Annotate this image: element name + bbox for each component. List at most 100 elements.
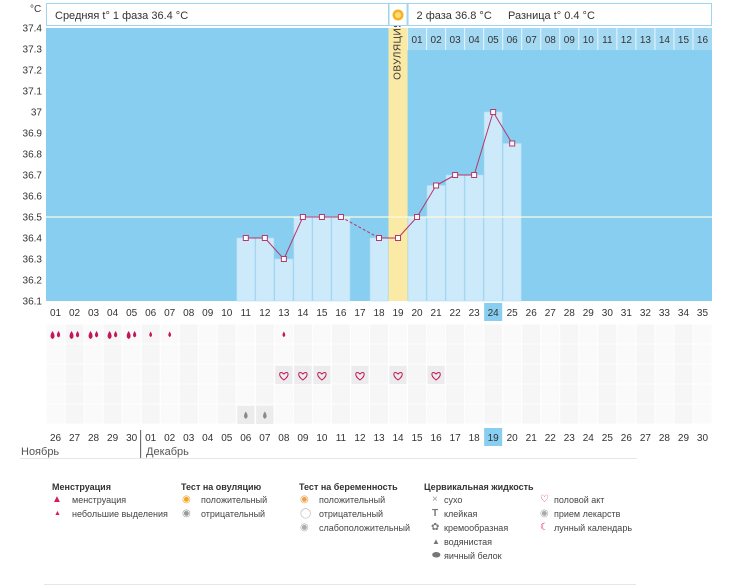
temperature-point: [261, 235, 268, 241]
symptom-cell: [560, 364, 579, 384]
symptom-cell: [389, 344, 408, 364]
sun-icon-core: [395, 12, 402, 18]
temperature-line: [435, 174, 456, 186]
date-label: 20: [507, 433, 519, 444]
cycle-day-label: 34: [678, 308, 690, 319]
symptom-cell: [331, 324, 350, 344]
symptom-cell: [465, 364, 484, 384]
symptom-cell: [293, 344, 312, 364]
luteal-day-label: 03: [450, 35, 462, 46]
symptom-cell: [65, 324, 84, 344]
date-label: 17: [450, 433, 462, 444]
luteal-day-label: 07: [526, 35, 538, 46]
y-tick-label: 36.6: [23, 192, 43, 203]
symptom-cell: [350, 324, 369, 344]
legend-medication: прием лекарств: [554, 509, 621, 519]
symptom-cell: [160, 344, 179, 364]
date-label: 28: [659, 433, 671, 444]
symptom-cell: [198, 404, 217, 424]
symptom-cell: [655, 324, 674, 344]
symptom-cell: [636, 344, 655, 364]
symptom-cell: [84, 344, 103, 364]
y-tick-label: 37: [31, 108, 43, 119]
cycle-day-label: 22: [450, 308, 462, 319]
cycle-day-label: 29: [583, 308, 595, 319]
cycle-day-label: 25: [507, 308, 519, 319]
symptom-cell: [560, 384, 579, 404]
menstruation-drop-icon: [107, 331, 112, 339]
symptom-cell: [65, 404, 84, 424]
symptom-cell: [541, 384, 560, 404]
temperature-bar: [464, 174, 484, 302]
legend-title-cervical: Цервикальная жидкость: [424, 482, 534, 492]
temperature-bar: [502, 143, 522, 302]
luteal-day-label: 16: [697, 35, 709, 46]
symptom-cell: [65, 344, 84, 364]
legend-spotting: небольшие выделения: [72, 509, 168, 519]
cycle-day-label: 20: [411, 308, 423, 319]
temperature-line: [416, 185, 437, 218]
date-label: 16: [431, 433, 443, 444]
symptom-cell: [560, 344, 579, 364]
cycle-day-label: 08: [183, 308, 195, 319]
phase2-box: [407, 3, 712, 26]
menstruation-drop-icon: [94, 331, 99, 338]
symptom-cell: [408, 384, 427, 404]
symptom-cell: [46, 384, 65, 404]
symptom-cell: [408, 324, 427, 344]
temperature-line: [264, 237, 285, 260]
phase2-stat: 2 фаза 36.8 °C: [417, 10, 492, 22]
legend-ovulation-negative: отрицательный: [201, 509, 266, 519]
legend-cervical-eggwhite: яичный белок: [444, 551, 502, 561]
symptom-cell: [674, 344, 693, 364]
symptom-cell: [484, 404, 503, 424]
cycle-day-label: 24: [488, 308, 500, 319]
symptom-cell: [236, 324, 255, 344]
ovulation-test-positive-icon: ◉: [182, 494, 191, 505]
symptom-cell: [331, 404, 350, 424]
symptom-cell: [141, 364, 160, 384]
date-label: 28: [88, 433, 100, 444]
symptom-cell: [560, 404, 579, 424]
symptom-cell: [293, 404, 312, 424]
date-label: 12: [354, 433, 366, 444]
cycle-day-label: 05: [126, 308, 138, 319]
cycle-day-label: 26: [526, 308, 538, 319]
creamy-icon: ✿: [431, 522, 440, 533]
symptom-cell: [446, 404, 465, 424]
luteal-day-label: 15: [678, 35, 690, 46]
symptom-cell: [350, 404, 369, 424]
cycle-day-label: 13: [278, 308, 290, 319]
symptom-cell: [655, 384, 674, 404]
symptom-cell: [46, 344, 65, 364]
symptom-cell: [427, 384, 446, 404]
cycle-day-label: 12: [259, 308, 271, 319]
cycle-day-label: 15: [316, 308, 328, 319]
y-tick-label: 37.4: [23, 24, 43, 35]
symptom-cell: [484, 364, 503, 384]
date-label: 06: [240, 433, 252, 444]
symptom-cell: [408, 344, 427, 364]
symptom-cell: [617, 324, 636, 344]
symptom-cell: [465, 384, 484, 404]
y-tick-label: 36.8: [23, 150, 43, 161]
date-label: 11: [336, 433, 347, 444]
temperature-point: [452, 172, 459, 178]
symptom-cell: [522, 324, 541, 344]
temperature-line: [492, 111, 513, 144]
symptom-cell: [331, 384, 350, 404]
symptom-cell: [693, 324, 712, 344]
luteal-day-label: 09: [564, 35, 576, 46]
temperature-point: [299, 214, 306, 220]
cycle-day-label: 21: [431, 308, 443, 319]
symptom-cell: [484, 324, 503, 344]
cycle-day-label: 07: [164, 308, 176, 319]
y-unit-label: °C: [30, 4, 41, 15]
heart-icon: [393, 372, 403, 381]
symptom-cell: [103, 324, 122, 344]
symptom-cell: [408, 364, 427, 384]
symptom-cell: [179, 344, 198, 364]
date-label: 13: [373, 433, 385, 444]
temperature-line: [397, 216, 418, 239]
symptom-cell: [503, 324, 522, 344]
